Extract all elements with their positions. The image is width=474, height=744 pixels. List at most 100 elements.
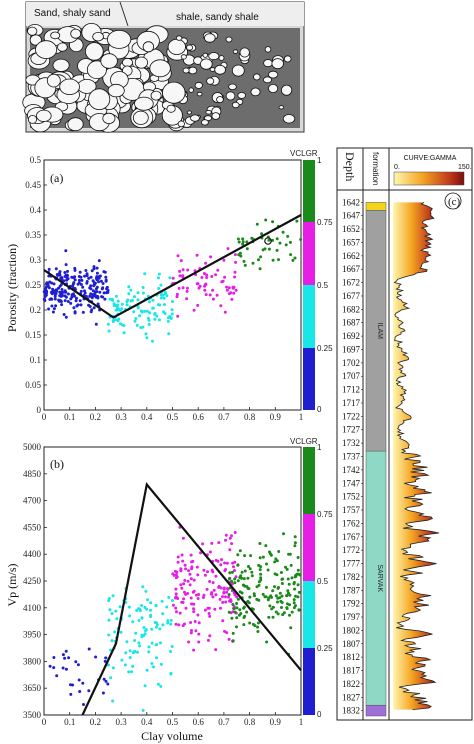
panel-a-point: [52, 291, 56, 295]
panel-a-point: [222, 258, 226, 262]
panel-b-point: [144, 629, 147, 633]
panel-a-point: [58, 270, 62, 274]
panel-b-point: [149, 615, 153, 619]
panel-b-point: [216, 559, 220, 563]
panel-b-point: [257, 583, 261, 587]
sediment-sketch: Sand, shaly sand shale, sandy shale: [22, 1, 305, 133]
panel-b-point: [269, 553, 273, 557]
sketch-grain: [88, 88, 111, 110]
colorbar-a-tick-1: 1: [317, 156, 322, 165]
panel-a-xtick-label: 0.5: [167, 412, 179, 422]
panel-a-point: [83, 291, 87, 295]
depth-tick-label: 1647: [342, 211, 361, 221]
panel-c-well-log: Depth formation CURVE:GAMMA 0. 150. 1642…: [336, 147, 473, 721]
panel-b-point: [238, 608, 242, 612]
panel-b-point: [125, 640, 129, 644]
panel-b-point: [296, 583, 300, 587]
panel-a-point: [88, 305, 92, 308]
panel-b-point: [226, 587, 230, 591]
sketch-grain: [182, 67, 190, 74]
panel-b-point: [274, 610, 278, 614]
panel-b-point: [210, 541, 214, 545]
panel-b-point: [144, 589, 148, 593]
panel-b-ytick-label: 3800: [23, 656, 42, 666]
sketch-grain: [200, 119, 209, 126]
panel-b-point: [230, 616, 234, 620]
depth-tick-label: 1667: [342, 264, 361, 274]
panel-a-point: [132, 310, 136, 314]
panel-b-point: [224, 533, 228, 537]
panel-b-ytick-label: 5000: [23, 442, 42, 452]
sketch-grain: [134, 96, 154, 111]
panel-a-point: [162, 296, 166, 300]
panel-a-point: [234, 288, 238, 292]
panel-a-point: [104, 279, 108, 283]
panel-a-point: [58, 273, 62, 277]
panel-a-point: [78, 299, 82, 303]
sketch-grain: [231, 64, 245, 77]
panel-b-xtick-label: 0.6: [193, 717, 205, 727]
panel-a-ylabel: Porosity (fraction): [5, 244, 19, 332]
panel-b-point: [288, 552, 292, 556]
panel-b-point: [296, 556, 300, 559]
colorbar-a-tick-075: 0.75: [317, 218, 333, 227]
panel-b-points: [48, 525, 302, 712]
panel-b-point: [285, 602, 289, 606]
panel-b-point: [69, 683, 72, 687]
depth-tick-label: 1697: [342, 345, 361, 355]
sketch-grain: [107, 30, 132, 49]
panel-a-label: (a): [50, 171, 63, 185]
sketch-grain: [122, 58, 134, 68]
panel-a-point: [133, 319, 137, 323]
panel-b-point: [253, 624, 257, 628]
panel-b-point: [243, 554, 247, 558]
sketch-grain: [280, 84, 293, 96]
panel-b-point: [186, 579, 190, 583]
panel-b-ytick-label: 4700: [23, 496, 42, 506]
panel-b-point: [293, 575, 297, 579]
panel-a-point: [159, 283, 163, 287]
panel-a-point: [151, 298, 155, 302]
panel-b-point: [147, 645, 151, 649]
panel-b-point: [225, 561, 229, 565]
panel-a-point: [122, 331, 126, 335]
panel-b-point: [142, 626, 146, 629]
panel-a-point: [159, 293, 163, 297]
panel-c-label: (c): [448, 196, 461, 208]
panel-a-point: [101, 282, 105, 285]
panel-a-point: [70, 293, 74, 297]
sketch-right-label: shale, sandy shale: [176, 12, 259, 23]
sketch-grain: [100, 53, 118, 69]
panel-b-point: [280, 594, 284, 598]
panel-b-point: [87, 647, 91, 651]
panel-a: 0 0.1 0.2 0.3 0.4 0.5 0.6 0.7 0.8 0.9 1 0 0.05 0.1 0.1…: [5, 155, 303, 422]
panel-b-point: [236, 579, 240, 583]
panel-a-point: [43, 299, 47, 303]
panel-b-point: [230, 579, 234, 583]
panel-a-ytick-label: 0: [37, 405, 42, 415]
sketch-grain: [59, 78, 80, 96]
panel-b-point: [166, 619, 170, 623]
panel-b-point: [212, 588, 216, 592]
panel-b-point: [104, 679, 108, 683]
sketch-grain: [237, 92, 247, 99]
panel-b-point: [152, 665, 155, 669]
panel-a-point: [271, 258, 275, 262]
panel-b-point: [110, 612, 114, 615]
panel-a-point: [196, 303, 200, 307]
panel-a-point: [157, 276, 160, 280]
panel-b-point: [293, 535, 297, 539]
panel-b-point: [127, 670, 131, 674]
sketch-grain: [263, 59, 273, 68]
panel-b-point: [249, 554, 253, 558]
panel-b-point: [192, 578, 196, 582]
panel-a-point: [271, 238, 275, 242]
panel-a-point: [47, 274, 51, 278]
panel-b-point: [245, 610, 249, 614]
panel-b-point: [220, 558, 224, 562]
depth-tick-label: 1832: [342, 706, 360, 716]
panel-a-point: [181, 275, 185, 279]
panel-b-point: [145, 607, 149, 611]
colorbar-b-seg-magenta: [303, 514, 315, 581]
panel-a-point: [62, 279, 66, 283]
